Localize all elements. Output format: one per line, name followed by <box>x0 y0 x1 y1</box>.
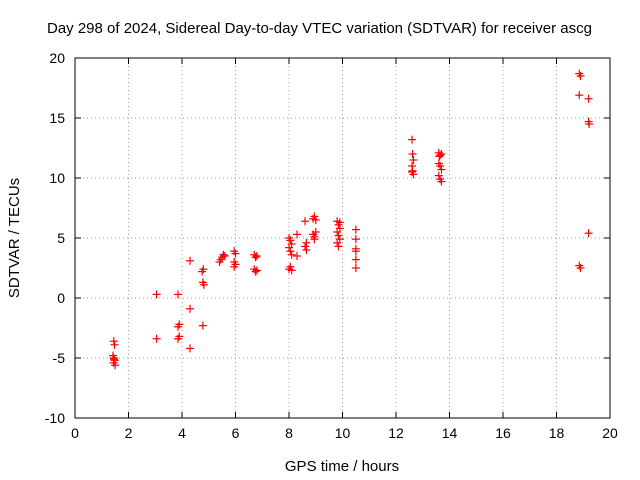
x-tick-label: 4 <box>178 425 186 441</box>
data-point <box>351 264 360 272</box>
data-point <box>408 150 417 158</box>
data-point <box>584 94 593 103</box>
data-point <box>435 152 444 161</box>
x-tick-label: 2 <box>125 425 133 441</box>
axis-ticks <box>74 57 611 419</box>
y-tick-label: 20 <box>49 50 65 66</box>
data-point <box>333 238 342 247</box>
data-point <box>434 171 443 180</box>
data-point <box>110 340 119 349</box>
data-point <box>109 337 118 346</box>
data-point <box>173 334 182 343</box>
y-tick-label: 15 <box>49 110 65 126</box>
data-point <box>584 229 593 238</box>
data-point <box>219 250 228 259</box>
data-point <box>152 290 161 299</box>
data-point <box>310 235 319 244</box>
data-point <box>186 256 195 265</box>
x-axis-label: GPS time / hours <box>285 458 399 475</box>
data-point <box>287 250 296 259</box>
grid-layer <box>75 58 610 418</box>
data-point <box>111 361 120 370</box>
data-point <box>575 91 584 100</box>
y-axis-label: SDTVAR / TECUs <box>6 178 23 298</box>
data-point <box>409 156 418 164</box>
y-tick-label: 10 <box>49 170 65 186</box>
data-point <box>285 243 293 252</box>
data-point <box>310 212 319 221</box>
data-point <box>302 246 311 254</box>
data-point <box>436 151 445 160</box>
data-point <box>301 217 310 226</box>
data-point <box>301 242 310 251</box>
data-point <box>152 334 161 343</box>
y-tick-label: -10 <box>45 410 65 426</box>
data-point <box>408 168 417 176</box>
data-point <box>335 218 344 227</box>
data-point <box>576 264 585 272</box>
data-point <box>351 255 360 264</box>
data-point <box>333 228 342 236</box>
data-point <box>287 266 296 275</box>
data-point <box>437 177 446 186</box>
data-point <box>408 135 417 144</box>
data-point <box>351 225 360 234</box>
x-tick-label: 0 <box>71 425 79 441</box>
y-tick-label: 0 <box>57 290 65 306</box>
y-tick-labels: -10 -5 0 5 10 15 20 <box>45 50 65 426</box>
data-point <box>286 236 295 245</box>
data-point <box>293 252 302 260</box>
data-point <box>585 120 594 128</box>
data-point <box>252 252 261 260</box>
data-points <box>108 69 594 370</box>
y-tick-label: 5 <box>57 230 65 246</box>
data-point <box>311 216 320 224</box>
data-point <box>199 280 208 289</box>
x-tick-label: 6 <box>232 425 240 441</box>
x-tick-label: 14 <box>442 425 458 441</box>
data-point <box>186 344 195 353</box>
data-point <box>252 266 261 275</box>
x-tick-labels: 0 2 4 6 8 10 12 14 16 18 20 <box>71 425 618 441</box>
x-tick-label: 8 <box>285 425 293 441</box>
data-point <box>437 165 446 174</box>
x-tick-label: 16 <box>495 425 511 441</box>
chart-title: Day 298 of 2024, Sidereal Day-to-day VTE… <box>47 20 592 37</box>
data-point <box>186 304 195 313</box>
data-point <box>251 267 260 276</box>
data-point <box>251 253 260 262</box>
data-point <box>110 355 119 364</box>
data-point <box>576 72 585 80</box>
data-point <box>302 238 311 247</box>
data-point <box>231 249 240 258</box>
data-point <box>286 247 295 256</box>
data-point <box>230 262 239 271</box>
data-point <box>199 265 208 274</box>
data-point <box>198 321 207 330</box>
data-point <box>173 290 182 299</box>
data-point <box>311 228 320 236</box>
data-point <box>220 252 229 260</box>
x-tick-label: 12 <box>388 425 404 441</box>
data-point <box>351 247 360 256</box>
y-tick-label: -5 <box>53 350 66 366</box>
x-tick-label: 18 <box>549 425 565 441</box>
data-point <box>293 230 302 239</box>
data-point <box>351 235 360 244</box>
data-point <box>334 242 343 251</box>
data-point <box>286 262 295 271</box>
data-point <box>436 162 445 170</box>
data-point <box>173 322 182 331</box>
data-point <box>334 231 343 240</box>
x-tick-label: 20 <box>602 425 618 441</box>
x-tick-label: 10 <box>335 425 351 441</box>
